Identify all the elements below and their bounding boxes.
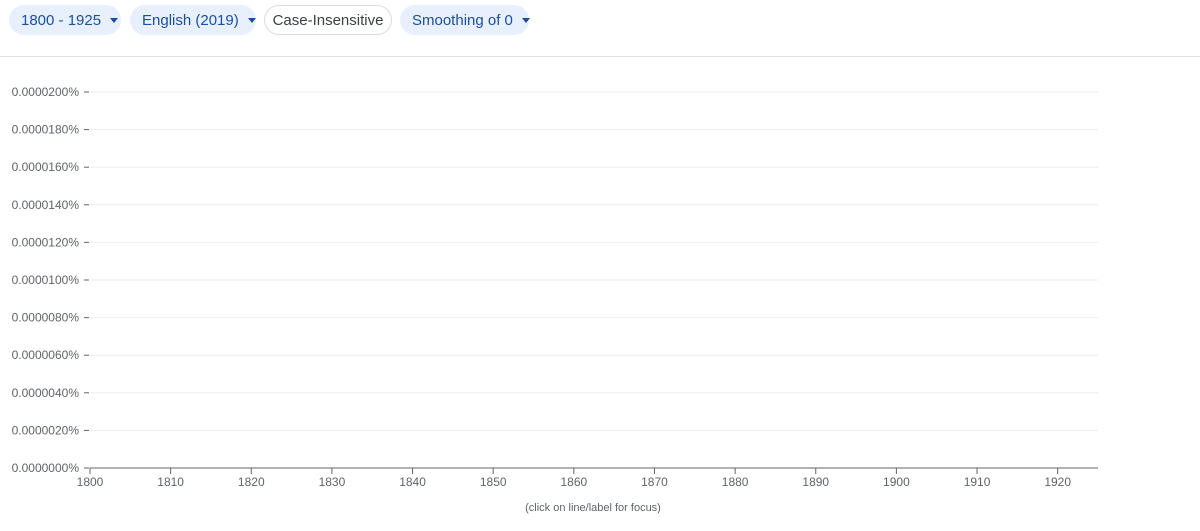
x-tick-label: 1800	[77, 475, 104, 489]
corpus-label: English (2019)	[142, 11, 239, 29]
x-tick-label: 1880	[722, 475, 749, 489]
year-range-label: 1800 - 1925	[21, 11, 102, 29]
caret-down-icon	[110, 18, 119, 23]
y-tick-label: 0.0000200%	[12, 85, 80, 99]
x-tick-label: 1820	[238, 475, 265, 489]
corpus-dropdown[interactable]: English (2019)	[130, 5, 256, 35]
year-range-dropdown[interactable]: 1800 - 1925	[9, 5, 121, 35]
x-tick-label: 1830	[319, 475, 346, 489]
smoothing-label: Smoothing of 0	[412, 11, 513, 29]
y-tick-label: 0.0000160%	[12, 160, 80, 174]
caret-down-icon	[247, 18, 256, 23]
x-tick-label: 1870	[641, 475, 668, 489]
smoothing-dropdown[interactable]: Smoothing of 0	[400, 5, 530, 35]
x-tick-label: 1920	[1044, 475, 1071, 489]
x-tick-label: 1850	[480, 475, 507, 489]
x-tick-label: 1810	[157, 475, 184, 489]
x-tick-label: 1900	[883, 475, 910, 489]
y-tick-label: 0.0000180%	[12, 123, 80, 137]
y-tick-label: 0.0000040%	[12, 386, 80, 400]
y-tick-label: 0.0000000%	[12, 461, 80, 475]
y-tick-label: 0.0000140%	[12, 198, 80, 212]
x-tick-label: 1840	[399, 475, 426, 489]
x-tick-label: 1860	[560, 475, 587, 489]
y-tick-label: 0.0000080%	[12, 311, 80, 325]
axes: 0.0000000% 0.0000020% 0.0000040% 0.0000060%…	[12, 85, 1098, 489]
caret-down-icon	[521, 18, 530, 23]
y-tick-label: 0.0000060%	[12, 348, 80, 362]
x-tick-label: 1910	[964, 475, 991, 489]
case-insensitive-label: Case-Insensitive	[272, 11, 384, 29]
focus-hint: (click on line/label for focus)	[525, 502, 661, 514]
x-tick-label: 1890	[802, 475, 829, 489]
case-insensitive-toggle[interactable]: Case-Insensitive	[264, 5, 392, 35]
y-tick-label: 0.0000100%	[12, 273, 80, 287]
query-toolbar: 1800 - 1925 English (2019) Case-Insensit…	[0, 0, 1200, 57]
y-tick-label: 0.0000120%	[12, 235, 80, 249]
y-tick-label: 0.0000020%	[12, 423, 80, 437]
grid-lines	[90, 91, 1098, 431]
